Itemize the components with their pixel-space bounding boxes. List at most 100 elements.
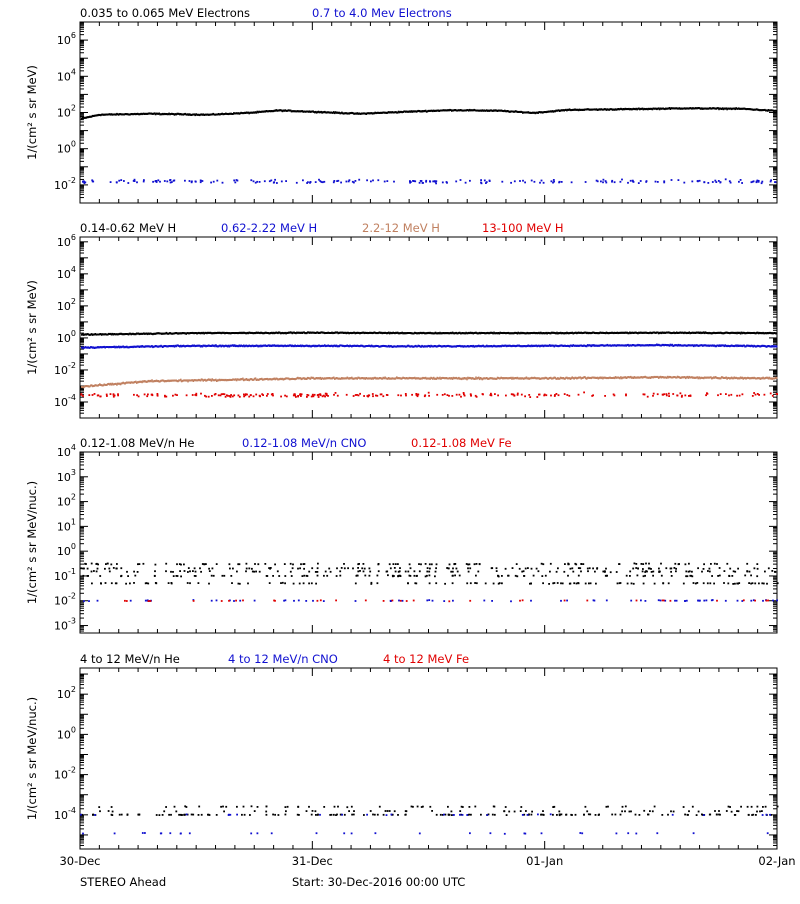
data-point — [688, 395, 690, 397]
data-point — [304, 563, 306, 565]
data-point — [468, 571, 470, 573]
data-point — [640, 180, 642, 182]
data-point — [296, 182, 298, 184]
data-point — [631, 583, 633, 585]
data-point — [256, 181, 258, 183]
data-point — [467, 567, 469, 569]
data-point — [336, 575, 338, 577]
data-point — [697, 567, 699, 569]
data-point — [637, 568, 639, 570]
data-point — [580, 571, 582, 573]
data-point — [515, 575, 517, 577]
data-point — [741, 182, 743, 184]
data-point — [525, 568, 527, 570]
data-point — [655, 181, 657, 183]
data-point — [744, 575, 746, 577]
data-point — [644, 394, 646, 396]
data-point — [183, 564, 185, 566]
data-point — [587, 568, 589, 570]
data-point — [642, 571, 644, 573]
data-point — [252, 571, 254, 573]
legend-entry: 2.2-12 MeV H — [362, 221, 440, 235]
data-series-1 — [81, 107, 777, 120]
data-point — [714, 180, 716, 182]
data-point — [337, 395, 339, 397]
data-point — [312, 600, 314, 602]
data-point — [725, 393, 727, 395]
data-point — [557, 582, 559, 584]
data-point — [494, 393, 496, 395]
data-point — [405, 395, 407, 397]
data-point — [99, 575, 101, 577]
data-point — [600, 181, 602, 183]
data-point — [80, 394, 82, 396]
data-point — [514, 180, 516, 182]
data-point — [239, 563, 241, 565]
data-point — [284, 395, 286, 397]
data-point — [604, 395, 606, 397]
data-point — [767, 600, 769, 602]
data-point — [104, 568, 106, 570]
data-point — [750, 600, 752, 602]
data-point — [604, 571, 606, 573]
data-point — [293, 393, 295, 395]
data-point — [578, 582, 580, 584]
data-point — [677, 395, 679, 397]
data-point — [211, 575, 213, 577]
data-point — [105, 563, 107, 565]
data-point — [507, 575, 509, 577]
data-point — [152, 394, 154, 396]
data-point — [571, 181, 573, 183]
data-point — [92, 394, 94, 396]
data-point — [619, 563, 621, 565]
data-point — [325, 393, 327, 395]
data-point — [436, 394, 438, 396]
data-point — [95, 563, 97, 565]
data-point — [642, 568, 644, 570]
data-point — [632, 180, 634, 182]
data-point — [589, 567, 591, 569]
data-point — [397, 575, 399, 577]
data-point — [630, 180, 632, 182]
data-point — [341, 567, 343, 569]
data-point — [284, 582, 286, 584]
data-point — [620, 181, 622, 183]
data-point — [352, 568, 354, 570]
data-point — [155, 564, 157, 566]
data-point — [202, 180, 204, 182]
data-point — [661, 575, 663, 577]
data-point — [603, 179, 605, 181]
data-point — [94, 393, 96, 395]
data-point — [264, 180, 266, 182]
data-point — [668, 393, 670, 395]
data-point — [213, 575, 215, 577]
data-point — [110, 181, 112, 183]
data-point — [115, 568, 117, 570]
data-point — [237, 180, 239, 182]
data-point — [419, 182, 421, 184]
data-point — [410, 575, 412, 577]
data-point — [280, 396, 282, 398]
data-point — [474, 582, 476, 584]
data-point — [357, 571, 359, 573]
y-tick-label: 103 — [57, 468, 76, 484]
data-point — [82, 568, 84, 570]
data-point — [527, 567, 529, 569]
data-point — [738, 582, 740, 584]
data-point — [227, 395, 229, 397]
data-point — [303, 582, 305, 584]
data-point — [267, 393, 269, 395]
data-point — [644, 575, 646, 577]
data-point — [278, 575, 280, 577]
data-point — [82, 575, 84, 577]
data-point — [266, 575, 268, 577]
data-point — [366, 179, 368, 181]
data-point — [192, 570, 194, 572]
data-point — [657, 393, 659, 395]
data-point — [164, 180, 166, 182]
data-point — [269, 568, 271, 570]
data-point — [187, 582, 189, 584]
data-point — [610, 571, 612, 573]
data-point — [200, 571, 202, 573]
data-point — [424, 394, 426, 396]
